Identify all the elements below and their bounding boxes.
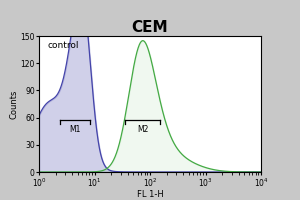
Title: CEM: CEM bbox=[132, 20, 168, 35]
Text: control: control bbox=[48, 41, 80, 50]
X-axis label: FL 1-H: FL 1-H bbox=[136, 190, 164, 199]
Text: M2: M2 bbox=[137, 125, 148, 134]
Text: M1: M1 bbox=[69, 125, 81, 134]
Y-axis label: Counts: Counts bbox=[10, 89, 19, 119]
